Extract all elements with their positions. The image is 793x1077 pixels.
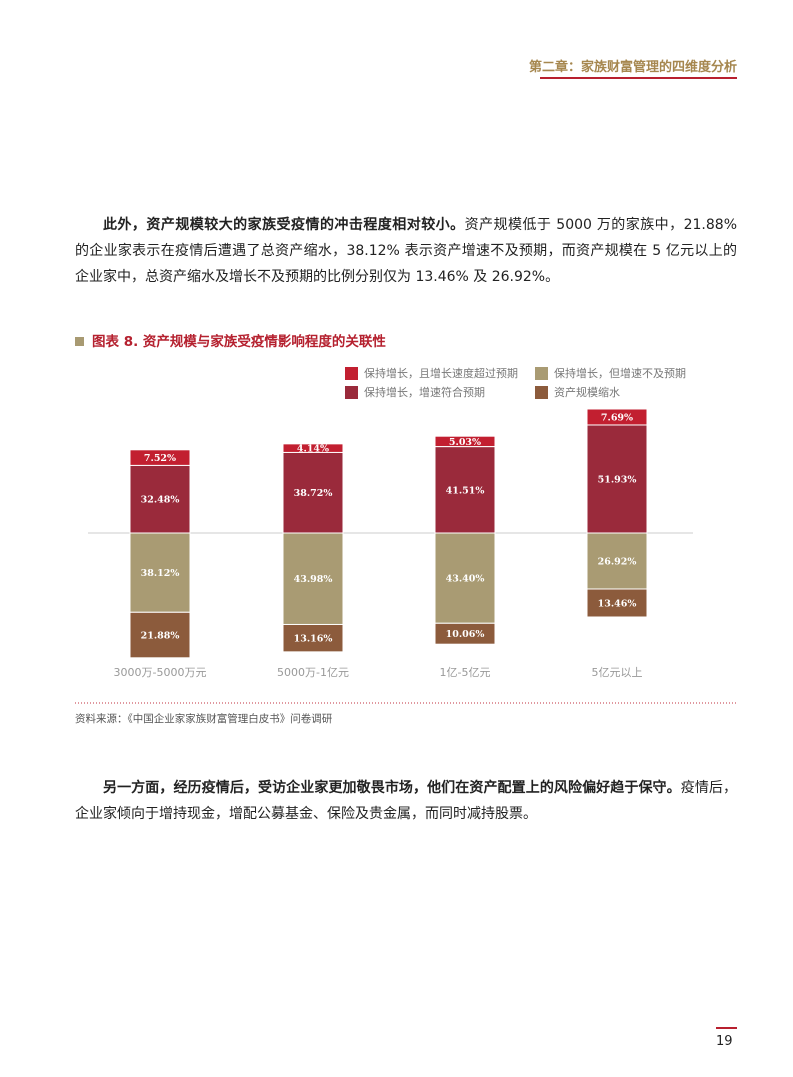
bar-segment (434, 446, 496, 534)
x-tick-label: 1亿-5亿元 (440, 666, 491, 679)
legend-label: 保持增长，且增长速度超过预期 (364, 366, 518, 380)
value-label: 10.06% (446, 629, 485, 640)
legend-label: 保持增长，但增速不及预期 (554, 366, 686, 380)
x-tick-label: 5亿元以上 (592, 666, 643, 679)
value-label: 41.51% (446, 485, 485, 496)
legend-swatch (535, 367, 548, 380)
x-tick-label: 5000万-1亿元 (277, 666, 349, 679)
paragraph-text: 疫情后，企业家倾向于增持现金，增配公募基金、保险及贵金属，而同时减持股票。 (75, 780, 738, 822)
value-label: 13.46% (598, 598, 637, 609)
paragraph: 另一方面，经历疫情后，受访企业家更加敬畏市场，他们在资产配置上的风险偏好趋于保守… (75, 775, 737, 827)
value-label: 5.03% (449, 437, 481, 448)
bar-segment (129, 611, 191, 659)
value-label: 26.92% (598, 556, 637, 567)
bar-segment (129, 532, 191, 613)
value-label: 32.48% (141, 495, 180, 506)
bar-segment (282, 451, 344, 534)
legend-swatch (345, 367, 358, 380)
bar-segment (282, 532, 344, 625)
bar-segment (434, 532, 496, 624)
value-label: 21.88% (141, 631, 180, 642)
bar-segment (434, 622, 496, 645)
bar-segment (282, 623, 344, 653)
legend-swatch (535, 386, 548, 399)
paragraph-lead: 此外，资产规模较大的家族受疫情的冲击程度相对较小。 (103, 217, 465, 233)
header-title: 第二章：家族财富管理的四维度分析 (528, 60, 737, 75)
legend-label: 保持增长，增速符合预期 (364, 385, 485, 399)
value-label: 38.72% (294, 488, 333, 499)
value-label: 7.69% (601, 412, 633, 423)
value-label: 38.12% (141, 568, 180, 579)
bar-segment (586, 532, 648, 590)
paragraph-lead: 另一方面，经历疫情后，受访企业家更加敬畏市场，他们在资产配置上的风险偏好趋于保守… (103, 780, 681, 796)
page-number: 19 (716, 1034, 733, 1049)
x-tick-label: 3000万-5000万元 (114, 666, 207, 679)
paragraph: 此外，资产规模较大的家族受疫情的冲击程度相对较小。资产规模低于 5000 万的家… (75, 212, 737, 290)
legend-label: 资产规模缩水 (554, 385, 620, 399)
bar-segment (586, 588, 648, 618)
value-label: 51.93% (598, 474, 637, 485)
header-rule (540, 77, 737, 79)
legend-swatch (345, 386, 358, 399)
value-label: 7.52% (144, 453, 176, 464)
value-label: 4.14% (297, 444, 329, 455)
paragraph-text: 资产规模低于 5000 万的家族中，21.88% 的企业家表示在疫情后遭遇了总资… (75, 217, 737, 285)
value-label: 13.16% (294, 634, 333, 645)
value-label: 43.40% (446, 574, 485, 585)
bar-segment (586, 424, 648, 534)
source: 资料来源：《中国企业家家族财富管理白皮书》问卷调研 (75, 713, 333, 725)
figure-title: 图表 8. 资产规模与家族受疫情影响程度的关联性 (75, 330, 386, 350)
value-label: 43.98% (294, 574, 333, 585)
page-number-rule (716, 1027, 737, 1029)
